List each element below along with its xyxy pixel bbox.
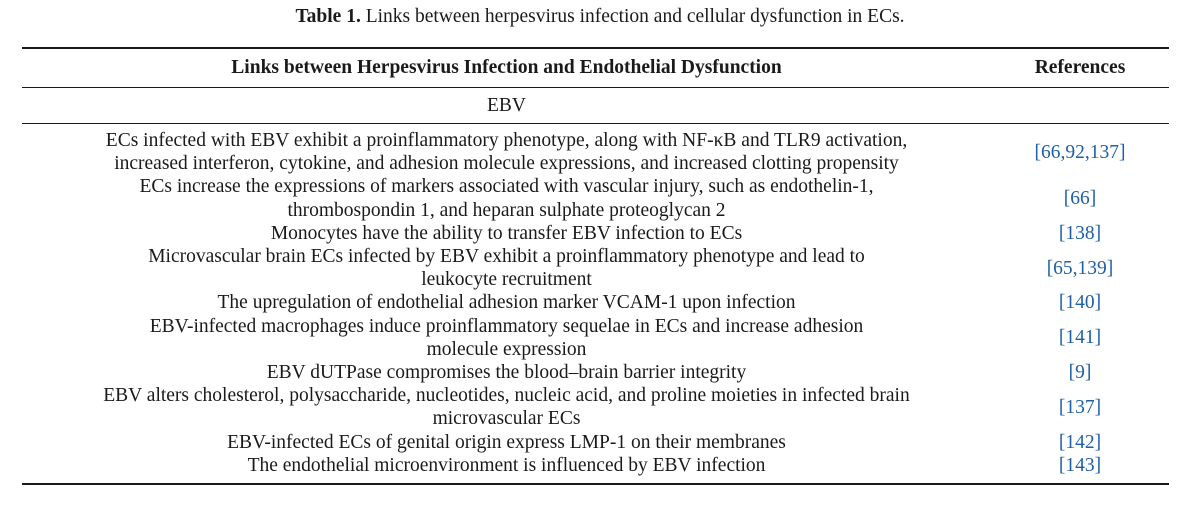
references-cell: [143] [991,454,1169,484]
table-header-row: Links between Herpesvirus Infection and … [22,48,1169,88]
finding-line: molecule expression [426,338,587,360]
table-row: EBV dUTPase compromises the blood–brain … [22,361,1169,384]
finding-line: The endothelial microenvironment is infl… [247,454,766,476]
table-row: EBV-infected macrophages induce proinfla… [22,315,1169,361]
finding-cell: The endothelial microenvironment is infl… [22,454,991,484]
table-row: ECs increase the expressions of markers … [22,175,1169,221]
finding-cell: ECs increase the expressions of markers … [22,175,991,221]
finding-cell: EBV alters cholesterol, polysaccharide, … [22,384,991,430]
finding-line: EBV-infected macrophages induce proinfla… [149,315,864,337]
reference-link[interactable]: [140] [1058,292,1102,314]
section-label: EBV [487,94,526,116]
finding-cell: EBV dUTPase compromises the blood–brain … [22,361,991,384]
references-cell: [138] [991,222,1169,245]
finding-line: EBV alters cholesterol, polysaccharide, … [103,385,910,407]
herpesvirus-table: Links between Herpesvirus Infection and … [22,47,1169,485]
table-caption-label: Table 1. [295,6,361,27]
reference-link[interactable]: [137] [1058,396,1102,418]
reference-link[interactable]: [141] [1058,327,1102,349]
column-header-references: References [1034,57,1126,79]
finding-line: leukocyte recruitment [421,269,592,291]
reference-link[interactable]: [66,92,137] [1034,141,1126,163]
references-cell: [9] [991,361,1169,384]
references-cell: [140] [991,291,1169,314]
finding-line: microvascular ECs [432,408,581,430]
table-body: EBV ECs infected with EBV exhibit a proi… [22,87,1169,485]
references-cell: [66] [991,175,1169,221]
table-row: The endothelial microenvironment is infl… [22,454,1169,485]
references-cell: [65,139] [991,245,1169,291]
table-row: Monocytes have the ability to transfer E… [22,222,1169,245]
finding-line: Microvascular brain ECs infected by EBV … [148,246,865,268]
finding-cell: The upregulation of endothelial adhesion… [22,291,991,314]
references-cell: [137] [991,384,1169,430]
column-header-links: Links between Herpesvirus Infection and … [231,57,782,79]
finding-line: ECs infected with EBV exhibit a proinfla… [105,130,908,151]
finding-cell: EBV-infected macrophages induce proinfla… [22,315,991,361]
table-caption-text: Links between herpesvirus infection and … [360,6,905,27]
finding-line: The upregulation of endothelial adhesion… [217,292,796,314]
table-caption: Table 1. Links between herpesvirus infec… [0,5,1200,29]
section-row: EBV [22,87,1169,124]
finding-cell: Monocytes have the ability to transfer E… [22,222,991,245]
finding-line: EBV-infected ECs of genital origin expre… [227,431,786,453]
finding-line: ECs increase the expressions of markers … [139,176,874,198]
table-row: Microvascular brain ECs infected by EBV … [22,245,1169,291]
finding-line: EBV dUTPase compromises the blood–brain … [266,362,747,384]
reference-link[interactable]: [143] [1058,454,1102,476]
section-empty-cell [991,88,1169,124]
reference-link[interactable]: [65,139] [1046,257,1114,279]
references-cell: [141] [991,315,1169,361]
references-cell: [142] [991,431,1169,454]
finding-cell: ECs infected with EBV exhibit a proinfla… [22,124,991,176]
reference-link[interactable]: [138] [1058,222,1102,244]
references-cell: [66,92,137] [991,124,1169,176]
table-row: The upregulation of endothelial adhesion… [22,291,1169,314]
finding-cell: EBV-infected ECs of genital origin expre… [22,431,991,454]
table-row: EBV alters cholesterol, polysaccharide, … [22,384,1169,430]
reference-link[interactable]: [9] [1068,362,1092,384]
table-row: ECs infected with EBV exhibit a proinfla… [22,123,1169,176]
reference-link[interactable]: [66] [1063,188,1097,209]
finding-cell: Microvascular brain ECs infected by EBV … [22,245,991,291]
finding-line: Monocytes have the ability to transfer E… [270,222,743,244]
reference-link[interactable]: [142] [1058,431,1102,453]
finding-line: increased interferon, cytokine, and adhe… [114,153,899,175]
finding-line: thrombospondin 1, and heparan sulphate p… [287,199,726,221]
table-row: EBV-infected ECs of genital origin expre… [22,431,1169,454]
